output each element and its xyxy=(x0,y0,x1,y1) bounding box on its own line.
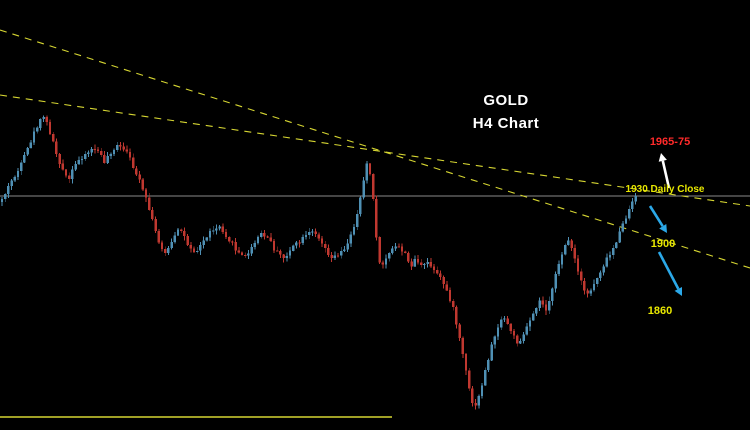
descending-trendlines[interactable] xyxy=(0,29,750,269)
resistance-zone-label: 1965-75 xyxy=(650,136,690,148)
candlestick-series xyxy=(0,115,637,410)
chart-title-symbol: GOLD xyxy=(483,92,528,109)
annotation-arrows xyxy=(648,153,682,296)
support-1860-label: 1860 xyxy=(648,305,672,317)
support-1900-label: 1900 xyxy=(651,238,675,250)
horizontal-level-lines xyxy=(0,195,750,418)
daily-close-label: 1930 Daily Close xyxy=(626,184,705,195)
chart-title-timeframe: H4 Chart xyxy=(473,115,540,132)
